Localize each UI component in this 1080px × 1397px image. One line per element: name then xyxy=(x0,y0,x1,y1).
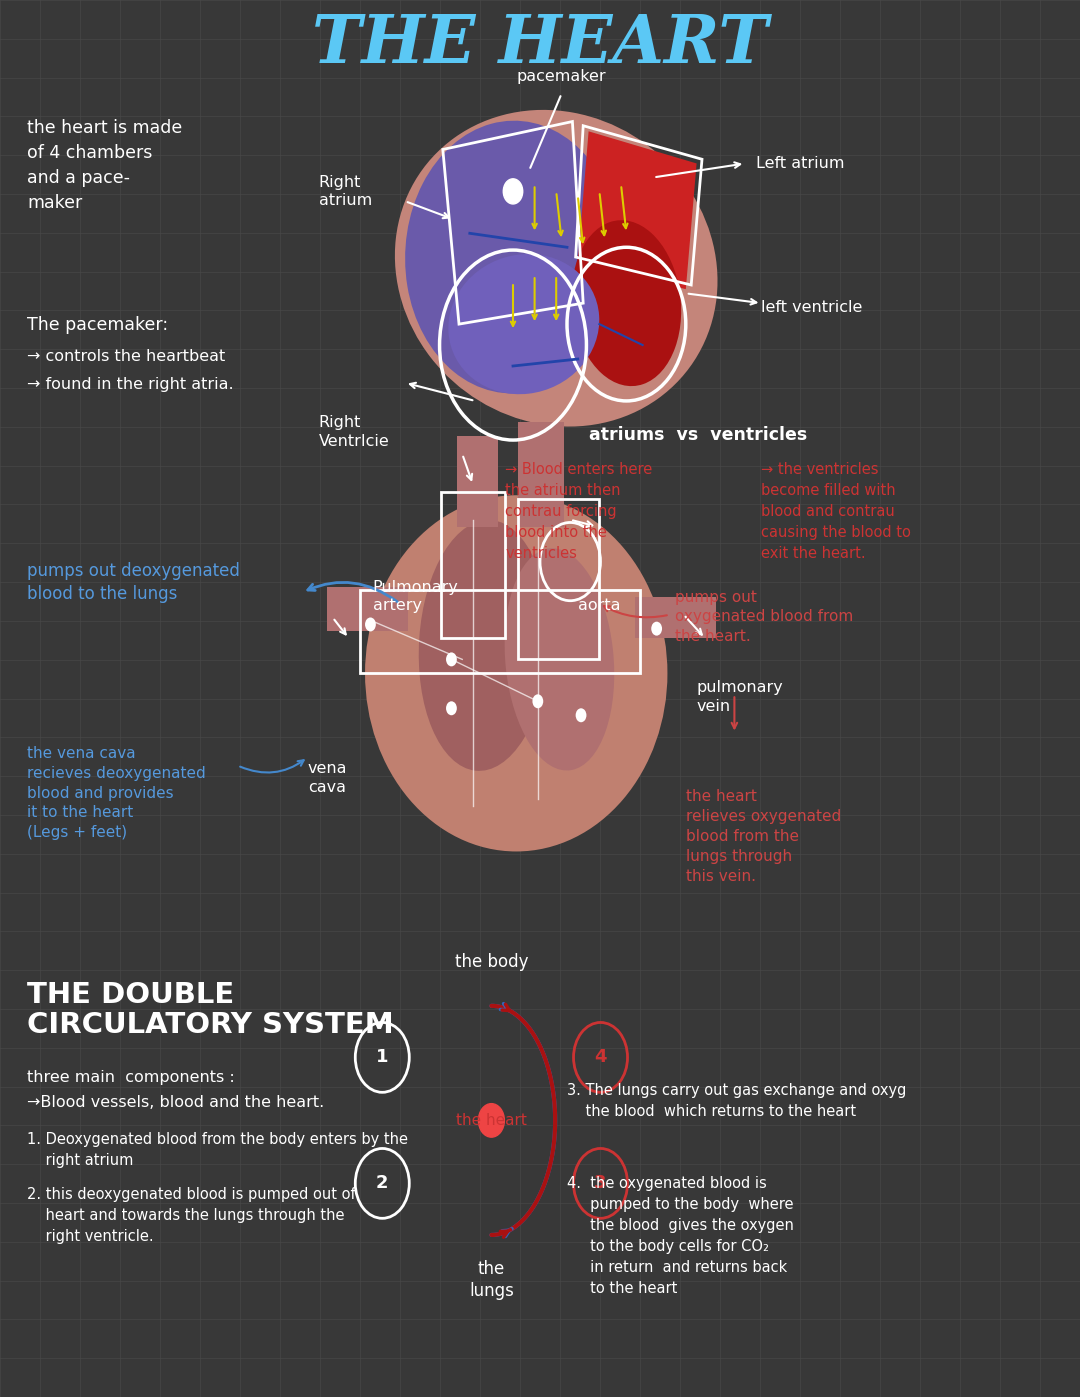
Text: 3: 3 xyxy=(594,1175,607,1193)
Text: vena
cava: vena cava xyxy=(308,761,348,795)
FancyBboxPatch shape xyxy=(327,587,408,631)
Text: Left atrium: Left atrium xyxy=(756,156,845,170)
Text: atriums  vs  ventricles: atriums vs ventricles xyxy=(589,426,807,444)
Text: THE DOUBLE
CIRCULATORY SYSTEM: THE DOUBLE CIRCULATORY SYSTEM xyxy=(27,981,394,1039)
Text: 2: 2 xyxy=(376,1175,389,1193)
Text: the vena cava
recieves deoxygenated
blood and provides
it to the heart
(Legs + f: the vena cava recieves deoxygenated bloo… xyxy=(27,746,206,840)
Text: pulmonary
vein: pulmonary vein xyxy=(697,680,783,714)
FancyArrowPatch shape xyxy=(308,583,397,602)
Circle shape xyxy=(446,652,457,666)
FancyArrowPatch shape xyxy=(731,697,738,728)
Ellipse shape xyxy=(504,548,615,771)
FancyBboxPatch shape xyxy=(457,436,498,527)
Text: 1. Deoxygenated blood from the body enters by the
    right atrium: 1. Deoxygenated blood from the body ente… xyxy=(27,1132,408,1168)
Circle shape xyxy=(478,1104,504,1137)
Circle shape xyxy=(503,179,523,204)
Text: pumps out deoxygenated
blood to the lungs: pumps out deoxygenated blood to the lung… xyxy=(27,562,240,604)
Text: → controls the heartbeat: → controls the heartbeat xyxy=(27,349,226,365)
Ellipse shape xyxy=(405,120,621,394)
Text: The pacemaker:: The pacemaker: xyxy=(27,316,168,334)
Ellipse shape xyxy=(395,110,717,426)
Text: pacemaker: pacemaker xyxy=(517,68,606,84)
Text: 1: 1 xyxy=(376,1048,389,1066)
Text: →Blood vessels, blood and the heart.: →Blood vessels, blood and the heart. xyxy=(27,1095,324,1111)
Circle shape xyxy=(576,708,586,722)
Ellipse shape xyxy=(365,496,667,851)
Text: the heart: the heart xyxy=(456,1113,527,1127)
Ellipse shape xyxy=(571,221,681,386)
Text: three main  components :: three main components : xyxy=(27,1070,234,1085)
Circle shape xyxy=(365,617,376,631)
Text: 4: 4 xyxy=(594,1048,607,1066)
Bar xyxy=(441,492,505,638)
Text: Right
atrium: Right atrium xyxy=(319,175,372,208)
Text: pumps out
oxygenated blood from
the heart.: pumps out oxygenated blood from the hear… xyxy=(675,590,853,644)
Text: → found in the right atria.: → found in the right atria. xyxy=(27,377,233,393)
FancyArrowPatch shape xyxy=(604,606,666,617)
Text: 3. The lungs carry out gas exchange and oxyg
    the blood  which returns to the: 3. The lungs carry out gas exchange and … xyxy=(567,1083,906,1119)
Bar xyxy=(360,590,640,673)
Text: the heart is made
of 4 chambers
and a pace-
maker: the heart is made of 4 chambers and a pa… xyxy=(27,119,183,212)
Circle shape xyxy=(532,694,543,708)
FancyBboxPatch shape xyxy=(635,597,716,638)
Text: → the ventricles
become filled with
blood and contrau
causing the blood to
exit : → the ventricles become filled with bloo… xyxy=(761,462,912,562)
Text: Right
VentrIcie: Right VentrIcie xyxy=(319,415,390,448)
FancyBboxPatch shape xyxy=(518,422,564,527)
Text: the
lungs: the lungs xyxy=(469,1260,514,1301)
Text: 4.  the oxygenated blood is
     pumped to the body  where
     the blood  gives: 4. the oxygenated blood is pumped to the… xyxy=(567,1176,794,1296)
FancyArrowPatch shape xyxy=(240,760,303,773)
Text: the heart
relieves oxygenated
blood from the
lungs through
this vein.: the heart relieves oxygenated blood from… xyxy=(686,789,841,883)
Circle shape xyxy=(651,622,662,636)
Text: left ventricle: left ventricle xyxy=(761,300,863,314)
Circle shape xyxy=(446,701,457,715)
Text: aorta: aorta xyxy=(578,598,620,613)
Polygon shape xyxy=(578,131,697,289)
Text: Pulmonary
artery: Pulmonary artery xyxy=(373,580,459,613)
Text: the body: the body xyxy=(455,953,528,971)
Text: 2. this deoxygenated blood is pumped out of
    heart and towards the lungs thro: 2. this deoxygenated blood is pumped out… xyxy=(27,1187,355,1245)
Bar xyxy=(518,499,599,659)
Ellipse shape xyxy=(448,254,599,394)
Text: → Blood enters here
the atrium then
contrau forcing
blood into the
ventricles: → Blood enters here the atrium then cont… xyxy=(505,462,652,562)
Text: THE HEART: THE HEART xyxy=(312,13,768,77)
Ellipse shape xyxy=(419,520,549,771)
